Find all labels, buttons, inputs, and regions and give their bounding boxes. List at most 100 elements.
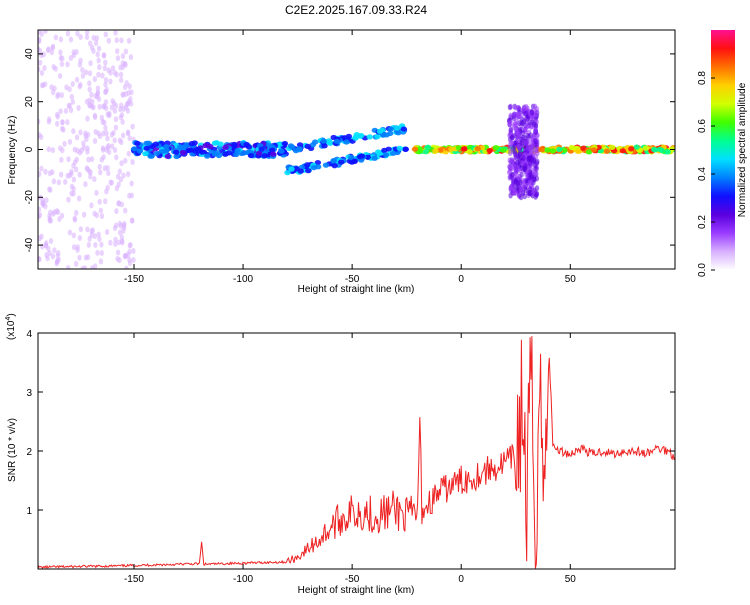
spectrogram-cell	[117, 229, 123, 236]
spectrogram-cell	[114, 48, 120, 55]
spectrogram-cell	[76, 195, 82, 202]
spectrogram-cell	[531, 121, 537, 128]
spectrogram-cell	[103, 31, 108, 38]
spectrogram-cell	[39, 165, 44, 172]
spectrogram-cell	[102, 165, 108, 172]
spectrogram-cell	[437, 147, 444, 153]
spectrogram-cell	[531, 179, 536, 186]
spectrogram-cell	[103, 81, 108, 88]
spectrogram-cell	[515, 113, 521, 120]
spectrogram-cell	[109, 143, 115, 150]
spectrogram-cell	[87, 70, 93, 77]
spectrogram-cell	[195, 146, 202, 152]
spectrogram-cell	[518, 167, 524, 174]
spectrogram-cell	[411, 146, 419, 152]
spectrogram-cell	[118, 71, 124, 78]
spectrogram-cell	[53, 65, 58, 72]
spectrogram-cell	[113, 240, 118, 247]
spectrogram-cell	[179, 149, 187, 156]
snr-ytick-label: 2	[26, 447, 32, 458]
spectrogram-cell	[123, 157, 128, 164]
spectrogram-cell	[77, 234, 83, 241]
spectrogram-cell	[102, 65, 108, 72]
spectrogram-cell	[74, 134, 80, 141]
spectrogram-cell	[55, 113, 61, 120]
spectrogram-cell	[77, 171, 82, 178]
spectrogram-cell	[58, 108, 63, 115]
spectrogram-cell	[39, 69, 45, 76]
spectrogram-cell	[396, 145, 403, 151]
spectrogram-cell	[66, 196, 71, 203]
colorbar-tick-label: 0.0	[697, 263, 708, 277]
spectrogram-cell	[508, 112, 513, 119]
spectrogram-cell	[642, 145, 650, 151]
spectrogram-cell	[517, 151, 522, 158]
spectrogram-cell	[50, 43, 56, 50]
spectrogram-cell	[69, 170, 74, 177]
spectrogram-cell	[107, 112, 112, 119]
spectrogram-cell	[38, 59, 43, 66]
spectrogram-cell	[126, 150, 131, 157]
spectrogram-cell	[103, 198, 108, 205]
spectrogram-cell	[84, 30, 90, 36]
spectrogram-cell	[278, 148, 285, 154]
spectrogram-cell	[518, 194, 524, 201]
spectrogram-cell	[147, 153, 154, 159]
spectrogram-cell	[89, 91, 94, 98]
spectrogram-cell	[119, 112, 125, 119]
spectrogram-cell	[74, 76, 80, 83]
spectrogram-cell	[63, 178, 68, 185]
spectrogram-cell	[609, 144, 616, 150]
spectrogram-cell	[71, 176, 77, 183]
spectrogram-panel: -150 -100 -50 0 50 -40 -20 0 20 40 Height of stra…	[7, 29, 676, 295]
spectrogram-xtick-label: -150	[124, 274, 144, 285]
spectrogram-cell	[109, 179, 114, 186]
spectrogram-cell	[390, 150, 397, 156]
spectrogram-cell	[99, 250, 104, 257]
spectrogram-cell	[127, 135, 132, 142]
spectrogram-cell	[113, 116, 119, 123]
spectrogram-cell	[533, 127, 538, 134]
colorbar-label: Normalized spectral amplitude	[737, 82, 748, 217]
spectrogram-cell	[78, 33, 83, 40]
spectrogram-cell	[38, 132, 42, 139]
spectrogram-cell	[38, 118, 41, 125]
spectrogram-cell	[101, 130, 106, 137]
spectrogram-cell	[68, 55, 74, 62]
spectrogram-cell	[96, 45, 102, 52]
spectrogram-cell	[77, 83, 82, 90]
spectrogram-cell	[508, 173, 513, 180]
spectrogram-cell	[106, 170, 111, 177]
spectrogram-cell	[585, 149, 593, 155]
spectrogram-cell	[330, 158, 337, 164]
spectrogram-cell	[65, 172, 70, 179]
spectrogram-xtick-label: 50	[565, 274, 577, 285]
spectrogram-cell	[100, 118, 105, 125]
spectrogram-cell	[118, 176, 124, 183]
spectrogram-cell	[71, 128, 76, 135]
spectrogram-cell	[56, 179, 62, 186]
spectrogram-cell	[53, 34, 59, 41]
spectrogram-cell	[66, 156, 71, 163]
spectrogram-cell	[118, 77, 124, 84]
snr-multiplier-exp: 4	[5, 317, 12, 321]
spectrogram-cell	[97, 103, 102, 110]
spectrogram-cell	[521, 155, 526, 162]
spectrogram-cell	[119, 37, 124, 44]
spectrogram-cell	[142, 151, 149, 157]
spectrogram-cell	[81, 211, 87, 218]
snr-xtick-label: -50	[345, 574, 360, 585]
spectrogram-cell	[49, 49, 55, 56]
spectrogram-cell	[511, 173, 516, 180]
spectrogram-cell	[119, 234, 125, 241]
snr-series-line	[38, 336, 675, 569]
spectrogram-cell	[47, 217, 52, 224]
spectrogram-cell	[65, 265, 71, 269]
spectrogram-cell	[513, 154, 518, 161]
spectrogram-cell	[173, 153, 180, 160]
spectrogram-ytick-label: 20	[24, 96, 35, 108]
snr-multiplier: (x104)	[5, 313, 17, 340]
spectrogram-cell	[455, 145, 463, 151]
spectrogram-cell	[70, 80, 76, 87]
spectrogram-cell	[83, 130, 88, 137]
